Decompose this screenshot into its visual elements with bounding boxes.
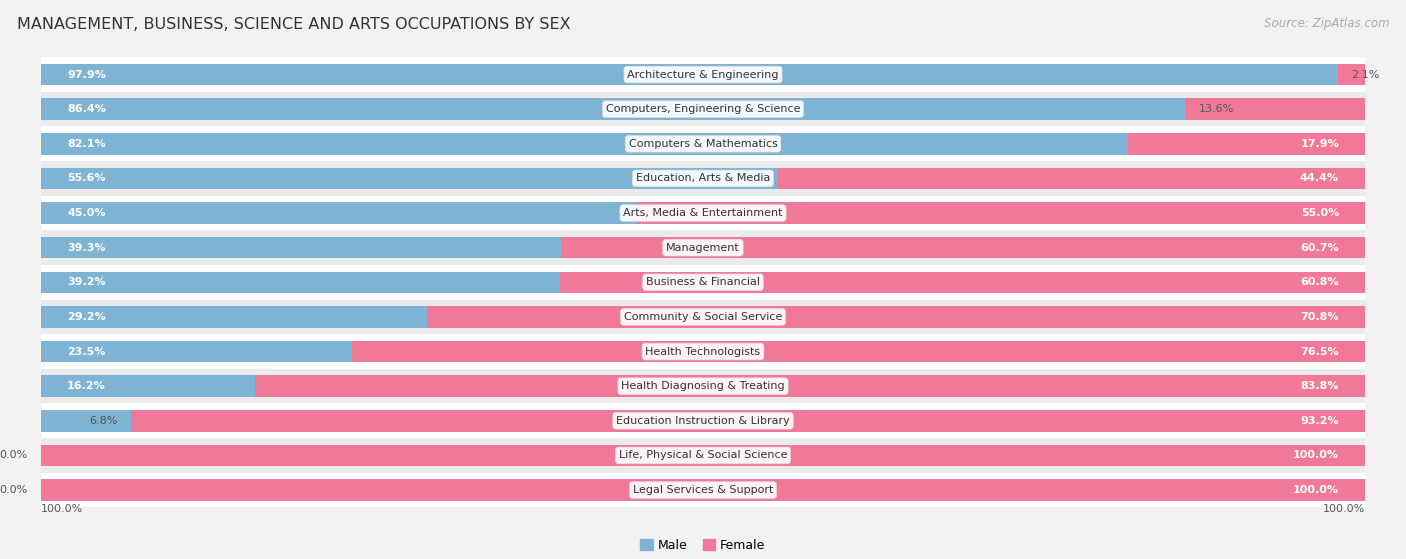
Text: 83.8%: 83.8% [1301,381,1339,391]
Text: Arts, Media & Entertainment: Arts, Media & Entertainment [623,208,783,218]
Bar [41,479,1365,501]
Bar [561,237,1365,258]
Legend: Male, Female: Male, Female [641,539,765,552]
Text: 100.0%: 100.0% [1294,485,1339,495]
Text: 23.5%: 23.5% [67,347,105,357]
Text: Health Technologists: Health Technologists [645,347,761,357]
Text: 100.0%: 100.0% [41,504,83,514]
Text: 39.2%: 39.2% [67,277,105,287]
Bar [778,168,1365,189]
Text: Source: ZipAtlas.com: Source: ZipAtlas.com [1264,17,1389,30]
Bar [41,473,1365,508]
Bar [41,230,1365,265]
Bar [41,410,131,432]
Text: 60.8%: 60.8% [1301,277,1339,287]
Bar [41,369,1365,404]
Bar [41,237,561,258]
Text: 39.3%: 39.3% [67,243,105,253]
Text: 0.0%: 0.0% [0,485,27,495]
Bar [256,376,1365,397]
Text: 100.0%: 100.0% [1294,451,1339,461]
Text: 0.0%: 0.0% [0,451,27,461]
Bar [560,272,1365,293]
Bar [1185,98,1365,120]
Bar [41,57,1365,92]
Bar [427,306,1365,328]
Text: 86.4%: 86.4% [67,104,105,114]
Text: 55.0%: 55.0% [1301,208,1339,218]
Bar [41,300,1365,334]
Bar [41,202,637,224]
Text: Education Instruction & Library: Education Instruction & Library [616,416,790,426]
Text: Community & Social Service: Community & Social Service [624,312,782,322]
Text: 45.0%: 45.0% [67,208,105,218]
Text: 16.2%: 16.2% [67,381,105,391]
Text: 44.4%: 44.4% [1301,173,1339,183]
Bar [41,161,1365,196]
Bar [41,341,352,362]
Text: Computers & Mathematics: Computers & Mathematics [628,139,778,149]
Text: 82.1%: 82.1% [67,139,105,149]
Text: Management: Management [666,243,740,253]
Bar [637,202,1365,224]
Text: Architecture & Engineering: Architecture & Engineering [627,69,779,79]
Text: Education, Arts & Media: Education, Arts & Media [636,173,770,183]
Text: 2.1%: 2.1% [1351,69,1379,79]
Bar [41,168,778,189]
Bar [41,306,427,328]
Bar [41,196,1365,230]
Text: Legal Services & Support: Legal Services & Support [633,485,773,495]
Text: Life, Physical & Social Science: Life, Physical & Social Science [619,451,787,461]
Text: 17.9%: 17.9% [1301,139,1339,149]
Bar [41,438,1365,473]
Text: 60.7%: 60.7% [1301,243,1339,253]
Text: 55.6%: 55.6% [67,173,105,183]
Text: 70.8%: 70.8% [1301,312,1339,322]
Bar [41,126,1365,161]
Bar [1128,133,1365,154]
Bar [1337,64,1365,86]
Text: 76.5%: 76.5% [1301,347,1339,357]
Bar [41,404,1365,438]
Bar [352,341,1365,362]
Text: 13.6%: 13.6% [1198,104,1233,114]
Bar [41,133,1128,154]
Text: Health Diagnosing & Treating: Health Diagnosing & Treating [621,381,785,391]
Bar [41,272,560,293]
Text: 93.2%: 93.2% [1301,416,1339,426]
Bar [41,334,1365,369]
Bar [41,64,1337,86]
Text: 100.0%: 100.0% [1323,504,1365,514]
Bar [41,98,1185,120]
Text: Computers, Engineering & Science: Computers, Engineering & Science [606,104,800,114]
Bar [41,265,1365,300]
Bar [41,92,1365,126]
Bar [41,376,256,397]
Text: MANAGEMENT, BUSINESS, SCIENCE AND ARTS OCCUPATIONS BY SEX: MANAGEMENT, BUSINESS, SCIENCE AND ARTS O… [17,17,571,32]
Bar [131,410,1365,432]
Text: Business & Financial: Business & Financial [645,277,761,287]
Text: 97.9%: 97.9% [67,69,105,79]
Text: 29.2%: 29.2% [67,312,105,322]
Text: 6.8%: 6.8% [89,416,118,426]
Bar [41,445,1365,466]
